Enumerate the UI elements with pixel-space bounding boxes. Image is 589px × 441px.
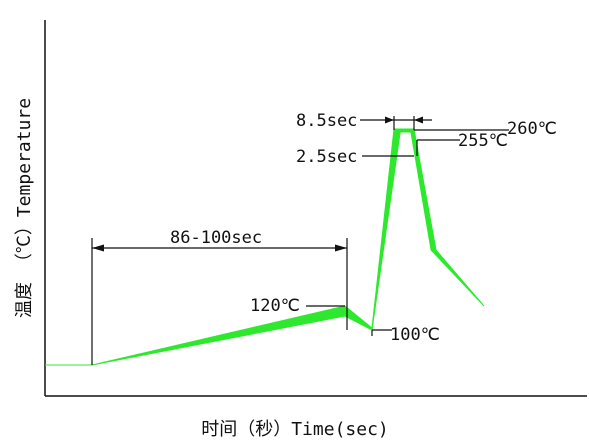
preheat-duration-dimension: [91, 238, 348, 365]
peak-temp-lower-label: 255℃: [458, 131, 508, 151]
temperature-profile-band: [45, 128, 485, 366]
valley-temp-label: 100℃: [390, 325, 440, 345]
preheat-temp-label: 120℃: [250, 296, 300, 316]
peak-time-dimension: [360, 116, 509, 157]
peak-temp-upper-label: 260℃: [507, 119, 557, 139]
peak-time-upper-label: 8.5sec: [296, 111, 357, 131]
peak-time-lower-label: 2.5sec: [296, 147, 357, 167]
preheat-duration-label: 86-100sec: [170, 228, 262, 248]
x-axis-label: 时间（秒）Time(sec): [201, 419, 389, 440]
y-axis-label: 温度 （℃）Temperature: [14, 98, 35, 318]
